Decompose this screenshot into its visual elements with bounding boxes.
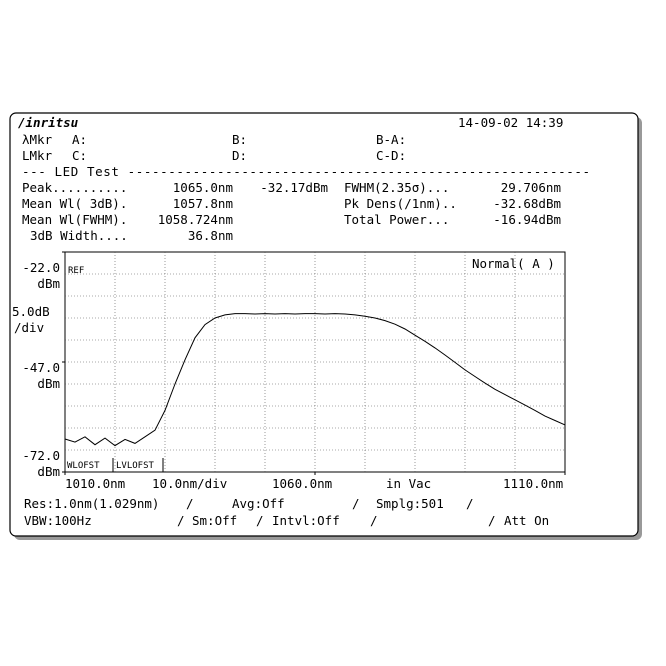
result-value: 1057.8nm	[173, 196, 233, 211]
result-label: Pk Dens(/1nm)..	[344, 196, 457, 211]
setting: Avg:Off	[232, 496, 285, 511]
setting: Res:1.0nm(1.029nm)	[24, 496, 159, 511]
logo: /inritsu	[18, 115, 79, 130]
y-unit: dBm	[37, 276, 60, 291]
result-value: 1065.0nm	[173, 180, 233, 195]
marker: C-D:	[376, 148, 406, 163]
trace-mode: Normal( A )	[472, 256, 555, 271]
result-label: Mean Wl( 3dB).	[22, 196, 127, 211]
result-label: Mean Wl(FWHM).	[22, 212, 127, 227]
y-scale-unit: /div	[14, 320, 44, 335]
result-label: Total Power...	[344, 212, 449, 227]
result-label: 3dB Width....	[30, 228, 128, 243]
ref-label: REF	[68, 266, 84, 276]
marker: C:	[72, 148, 87, 163]
plot	[62, 251, 566, 475]
setting: Smplg:501	[376, 496, 444, 511]
setting: VBW:100Hz	[24, 513, 92, 528]
marker-label: LMkr	[22, 148, 53, 163]
result-value: 36.8nm	[188, 228, 233, 243]
marker: B:	[232, 132, 247, 147]
marker-label: λMkr	[22, 132, 53, 147]
setting: Intvl:Off	[272, 513, 340, 528]
frame	[9, 112, 639, 537]
y-tick-label: -47.0	[22, 360, 60, 375]
separator: /	[177, 513, 185, 528]
section-title: --- LED Test ---------------------------…	[22, 164, 590, 179]
result-value: -32.68dBm	[493, 196, 561, 211]
x-scale: 10.0nm/div	[152, 476, 227, 491]
separator: /	[352, 496, 360, 511]
marker: B-A:	[376, 132, 406, 147]
marker: A:	[72, 132, 87, 147]
marker: D:	[232, 148, 247, 163]
result-label: Peak..........	[22, 180, 127, 195]
separator: /	[186, 496, 194, 511]
x-tick-label: 1010.0nm	[65, 476, 125, 491]
lvl-offset: LVLOFST	[116, 461, 155, 471]
result-label: FWHM(2.35σ)...	[344, 180, 449, 195]
result-value: -16.94dBm	[493, 212, 561, 227]
setting: Sm:Off	[192, 513, 237, 528]
separator: /	[466, 496, 474, 511]
result-value: 29.706nm	[501, 180, 561, 195]
result-value: 1058.724nm	[158, 212, 233, 227]
x-medium: in Vac	[386, 476, 431, 491]
setting: Att On	[504, 513, 549, 528]
x-tick-label: 1060.0nm	[272, 476, 332, 491]
y-unit: dBm	[37, 376, 60, 391]
y-scale: 5.0dB	[12, 304, 50, 319]
trace	[64, 313, 566, 447]
y-unit: dBm	[37, 464, 60, 479]
result-value: -32.17dBm	[260, 180, 328, 195]
separator: /	[256, 513, 264, 528]
y-tick-label: -72.0	[22, 448, 60, 463]
separator: /	[488, 513, 496, 528]
y-tick-label: -22.0	[22, 260, 60, 275]
wl-offset: WLOFST	[67, 461, 100, 471]
x-tick-label: 1110.0nm	[503, 476, 563, 491]
datetime: 14-09-02 14:39	[458, 115, 563, 130]
separator: /	[370, 513, 378, 528]
